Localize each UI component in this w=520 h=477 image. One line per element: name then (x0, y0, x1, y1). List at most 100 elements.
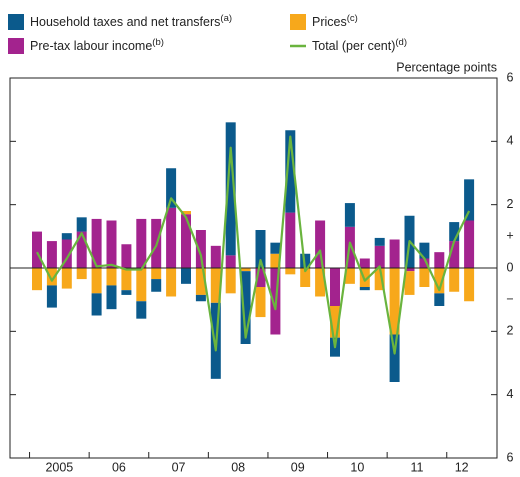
bar-segment (359, 287, 370, 291)
x-tick-label: 07 (172, 460, 186, 474)
bar-segment (359, 258, 370, 268)
legend-label: Prices(c) (312, 13, 358, 30)
bar-segment (404, 268, 415, 272)
bar-segment (270, 253, 281, 268)
bar-segment (330, 268, 340, 306)
bar-segment (434, 268, 445, 294)
bar-segment (46, 285, 57, 308)
bar-segment (389, 268, 400, 335)
y-tick-label: 2 (507, 197, 514, 211)
bar-segment (121, 268, 132, 291)
bar-segment (225, 268, 236, 294)
x-tick-label: 09 (291, 460, 305, 474)
bar-segment (121, 244, 132, 268)
bar-segment (32, 268, 42, 291)
bar-segment (449, 241, 460, 268)
bar-segment (195, 230, 206, 268)
y-tick-label: 0 (507, 260, 514, 274)
bar-segment (240, 268, 251, 272)
plus-sign: + (506, 229, 513, 243)
bar-segment (106, 285, 117, 310)
bar-segment (106, 268, 117, 286)
bar-segment (255, 268, 266, 287)
bar-segment (136, 268, 147, 302)
bar-segment (61, 268, 72, 289)
y-tick-label: 4 (507, 387, 514, 401)
bar-segment (181, 211, 191, 215)
bar-segment (61, 233, 72, 240)
bar-segment (225, 122, 236, 256)
bar-segment (195, 268, 206, 295)
legend-footnote: (b) (152, 37, 164, 48)
bar-segment (195, 294, 206, 302)
bar-segment (285, 212, 296, 268)
bar-segment (151, 279, 162, 292)
legend-name: Total (per cent) (312, 39, 395, 53)
bar-segment (91, 268, 102, 294)
bar-segment (464, 268, 475, 302)
legend-name: Prices (312, 15, 347, 29)
legend-footnote: (d) (395, 37, 407, 48)
bar-segment (46, 241, 57, 268)
bar-segment (210, 268, 221, 303)
bar-segment (330, 306, 340, 338)
legend-swatch (290, 14, 306, 30)
bar-segment (210, 245, 221, 268)
legend-name: Household taxes and net transfers (30, 15, 220, 29)
bar-segment (434, 293, 445, 306)
legend-swatch (8, 14, 24, 30)
bar-segment (151, 268, 162, 280)
legend-label: Pre-tax labour income(b) (30, 37, 164, 54)
bar-segment (255, 287, 266, 318)
legend-label: Household taxes and net transfers(a) (30, 13, 232, 30)
bar-segment (404, 271, 415, 295)
y-tick-label: 2 (507, 324, 514, 338)
bar-segment (136, 301, 147, 319)
legend-label: Total (per cent)(d) (312, 37, 407, 54)
bar-segment (464, 220, 475, 268)
bar-segment (464, 179, 475, 221)
bar-segment (285, 130, 296, 213)
bar-segment (136, 218, 147, 268)
bar-segment (76, 217, 87, 232)
bar-segment (106, 220, 117, 268)
bar-segment (419, 258, 430, 268)
y-tick-label: 4 (507, 134, 514, 148)
bar-segment (344, 203, 355, 227)
bar-segment (91, 218, 102, 268)
x-tick-label: 12 (455, 460, 469, 474)
y-tick-label: 6 (507, 70, 514, 84)
bar-segment (76, 268, 87, 280)
bar-segment (76, 231, 87, 268)
bar-segment (374, 245, 385, 268)
bar-segment (344, 268, 355, 284)
bar-segment (61, 239, 72, 268)
bar-segment (32, 231, 42, 268)
legend-name: Pre-tax labour income (30, 39, 152, 53)
bar-segment (166, 268, 177, 297)
bar-segment (91, 293, 102, 316)
bar-segment (359, 268, 370, 287)
bar-segment (419, 268, 430, 287)
minus-sign: − (506, 292, 513, 306)
legend-footnote: (a) (220, 13, 232, 24)
bar-segment (300, 268, 311, 287)
bar-segment (121, 290, 132, 295)
x-tick-label: 2005 (45, 460, 73, 474)
y-axis-label: Percentage points (396, 60, 497, 74)
bar-segment (300, 253, 311, 268)
bar-segment (166, 168, 177, 208)
bar-segment (46, 268, 57, 286)
bar-segment (389, 239, 400, 268)
x-tick-label: 11 (410, 460, 423, 474)
legend-swatch (8, 38, 24, 54)
bar-segment (315, 220, 326, 268)
x-tick-label: 06 (112, 460, 126, 474)
bar-segment (449, 222, 460, 242)
total-line (36, 135, 471, 355)
legend-footnote: (c) (347, 13, 358, 24)
bar-segment (434, 252, 445, 268)
bar-segment (270, 242, 281, 254)
bar-segment (419, 242, 430, 259)
bar-segment (374, 237, 385, 246)
